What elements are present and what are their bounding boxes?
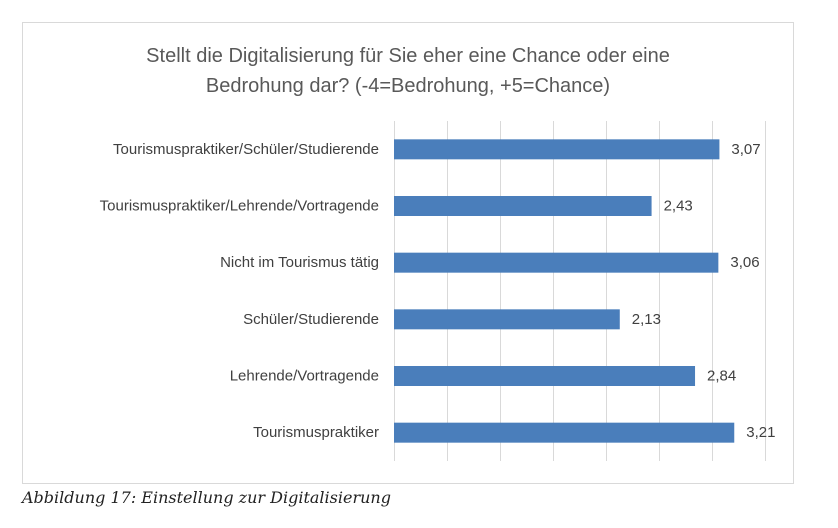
value-label-5: 3,21 [746, 424, 775, 441]
category-label-1: Tourismuspraktiker/Lehrende/Vortragende [100, 198, 379, 215]
value-label-1: 2,43 [664, 198, 693, 215]
category-label-4: Lehrende/Vortragende [230, 368, 379, 385]
value-label-4: 2,84 [707, 368, 736, 385]
chart-frame: Stellt die Digitalisierung für Sie eher … [22, 22, 794, 484]
chart-title-line-2: Bedrohung dar? (-4=Bedrohung, +5=Chance) [205, 75, 611, 97]
value-label-3: 2,13 [632, 311, 661, 328]
bar-2 [394, 252, 719, 273]
bars [394, 139, 735, 443]
category-label-0: Tourismuspraktiker/Schüler/Studierende [113, 141, 379, 158]
gridlines [394, 121, 766, 461]
category-label-5: Tourismuspraktiker [253, 424, 379, 441]
value-label-2: 3,06 [730, 254, 759, 271]
value-label-0: 3,07 [731, 141, 760, 158]
bar-3 [394, 309, 620, 330]
chart-title: Stellt die Digitalisierung für Sie eher … [23, 41, 793, 101]
bar-0 [394, 139, 720, 160]
category-label-3: Schüler/Studierende [243, 311, 379, 328]
chart-title-line-1: Stellt die Digitalisierung für Sie eher … [146, 45, 670, 67]
bar-chart: Tourismuspraktiker/Schüler/Studierende 3,… [100, 121, 776, 461]
category-label-2: Nicht im Tourismus tätig [220, 254, 379, 271]
bar-4 [394, 366, 696, 386]
bar-5 [394, 422, 735, 443]
labels: Tourismuspraktiker/Schüler/Studierende 3,… [100, 141, 776, 441]
figure-caption: Abbildung 17: Einstellung zur Digitalisi… [22, 488, 391, 507]
bar-1 [394, 196, 652, 216]
